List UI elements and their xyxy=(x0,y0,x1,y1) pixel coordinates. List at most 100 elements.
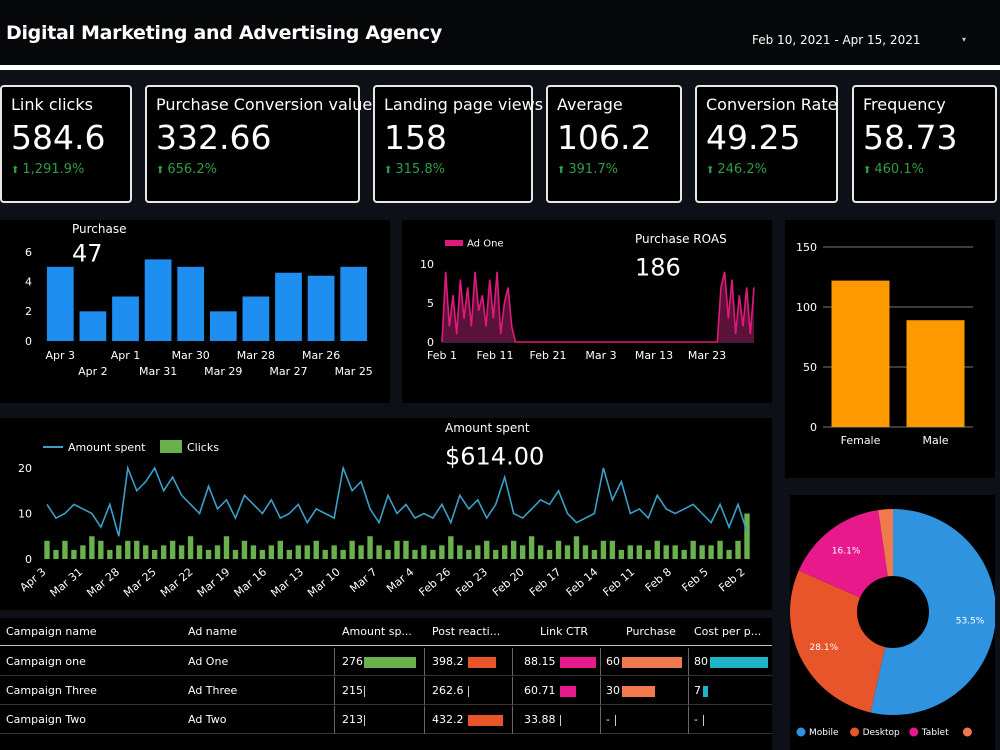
kpi-frequency: Frequency 58.73 ⬆ 460.1% xyxy=(852,85,997,203)
kpi-delta-value: 315.8% xyxy=(395,162,445,177)
bar xyxy=(627,545,634,559)
bar xyxy=(62,540,68,559)
column-header-post-reactions[interactable]: Post reacti... xyxy=(432,625,501,638)
y-tick-label: 2 xyxy=(25,305,32,318)
bar xyxy=(196,545,203,559)
pie-slice-tablet xyxy=(798,510,888,598)
bar xyxy=(89,536,95,559)
amount-spent-chart: Amount spent Clicks Amount spent $614.00… xyxy=(17,421,750,600)
cell-bar-reactions xyxy=(468,715,504,726)
x-tick-label: Mar 31 xyxy=(139,365,177,378)
date-range-picker[interactable]: Feb 10, 2021 - Apr 15, 2021 xyxy=(752,33,921,47)
x-tick-label: Mar 3 xyxy=(585,349,616,362)
bar xyxy=(528,536,535,559)
cell-campaign-name: Campaign one xyxy=(6,655,86,668)
bar xyxy=(582,545,589,559)
column-header-ad-name[interactable]: Ad name xyxy=(188,625,238,638)
x-tick-label: Feb 5 xyxy=(679,565,710,594)
bar xyxy=(53,549,59,559)
chart-title: Purchase ROAS xyxy=(635,232,727,246)
kpi-label: Link clicks xyxy=(11,95,93,114)
kpi-delta: ⬆ 315.8% xyxy=(384,162,522,177)
device-donut-panel: 53.5% 28.1% 16.1% Mobile Desktop Tablet xyxy=(790,495,996,750)
cell-amount: 215 xyxy=(342,684,363,697)
cell-campaign-name: Campaign Two xyxy=(6,713,86,726)
x-tick-label: Mar 13 xyxy=(635,349,673,362)
kpi-value: 332.66 xyxy=(156,118,272,157)
column-divider xyxy=(600,706,601,734)
bar xyxy=(187,536,194,559)
cell-cost: - xyxy=(694,713,698,726)
bar xyxy=(259,549,266,559)
cell-reactions: 432.2 xyxy=(432,713,464,726)
bar xyxy=(412,549,418,559)
campaign-table: Campaign name Ad name Amount sp... Post … xyxy=(0,618,772,750)
column-divider xyxy=(424,677,425,705)
bar xyxy=(906,320,965,427)
bar xyxy=(214,545,221,559)
bar xyxy=(331,545,337,559)
cell-cost: 80 xyxy=(694,655,708,668)
y-tick-label: 0 xyxy=(427,336,434,349)
column-divider xyxy=(424,648,425,676)
bar xyxy=(448,536,454,559)
y-tick-label: 5 xyxy=(427,297,434,310)
bar xyxy=(268,545,275,559)
cell-campaign-name: Campaign Three xyxy=(6,684,97,697)
table-row: Campaign Two Ad Two 213 432.2 33.88 - - xyxy=(0,706,772,734)
bar xyxy=(46,266,74,341)
bar xyxy=(349,540,355,559)
page-title: Digital Marketing and Advertising Agency xyxy=(6,22,442,44)
x-tick-label: Mar 28 xyxy=(84,565,122,600)
kpi-value: 158 xyxy=(384,118,447,157)
bar xyxy=(250,545,257,559)
column-header-link-ctr[interactable]: Link CTR xyxy=(540,625,589,638)
x-tick-label: Mar 29 xyxy=(204,365,242,378)
column-divider xyxy=(424,706,425,734)
kpi-delta-value: 1,291.9% xyxy=(22,162,85,177)
column-divider xyxy=(512,677,513,705)
column-header-purchase[interactable]: Purchase xyxy=(626,625,676,638)
scorecard-value: 186 xyxy=(635,253,681,281)
slice-label: 53.5% xyxy=(956,617,985,627)
column-header-cost-per-purchase[interactable]: Cost per p... xyxy=(694,625,762,638)
bar xyxy=(80,545,86,559)
bar xyxy=(645,549,651,559)
kpi-value: 58.73 xyxy=(863,118,958,157)
chart-title: Amount spent xyxy=(445,421,530,435)
bar xyxy=(475,545,481,559)
chevron-down-icon[interactable]: ▾ xyxy=(962,35,967,44)
x-tick-label: Mar 13 xyxy=(268,565,306,600)
purchase-roas-panel: Ad One Purchase ROAS 186 0 5 10 Feb 1 Feb 11… xyxy=(402,220,772,403)
bar xyxy=(304,545,310,559)
x-tick-label: Apr 3 xyxy=(17,565,48,594)
bar xyxy=(295,545,301,559)
cell-ad-name: Ad One xyxy=(188,655,229,668)
column-header-amount-spent[interactable]: Amount sp... xyxy=(342,625,412,638)
x-tick-label: Mar 19 xyxy=(195,565,233,600)
bar xyxy=(519,545,526,559)
bar xyxy=(71,549,77,559)
y-tick-label: 4 xyxy=(25,276,32,289)
cell-purchase: 30 xyxy=(606,684,620,697)
column-divider xyxy=(334,677,335,705)
kpi-label: Landing page views xyxy=(384,95,544,114)
bar xyxy=(340,266,368,341)
column-divider xyxy=(334,706,335,734)
arrow-up-icon: ⬆ xyxy=(156,165,165,176)
bar xyxy=(681,549,687,559)
legend-marker xyxy=(850,727,860,737)
bar xyxy=(322,549,328,559)
column-header-campaign-name[interactable]: Campaign name xyxy=(6,625,97,638)
slice-label: 16.1% xyxy=(832,546,861,556)
bar xyxy=(134,540,140,559)
bar xyxy=(600,540,607,559)
cell-bar-cost xyxy=(702,715,704,726)
cell-ctr: 88.15 xyxy=(524,655,556,668)
bar xyxy=(277,540,284,559)
cell-bar-purchase xyxy=(621,657,682,668)
x-tick-label: Female xyxy=(841,434,881,447)
bar xyxy=(466,549,472,559)
x-tick-label: Mar 10 xyxy=(305,565,343,600)
